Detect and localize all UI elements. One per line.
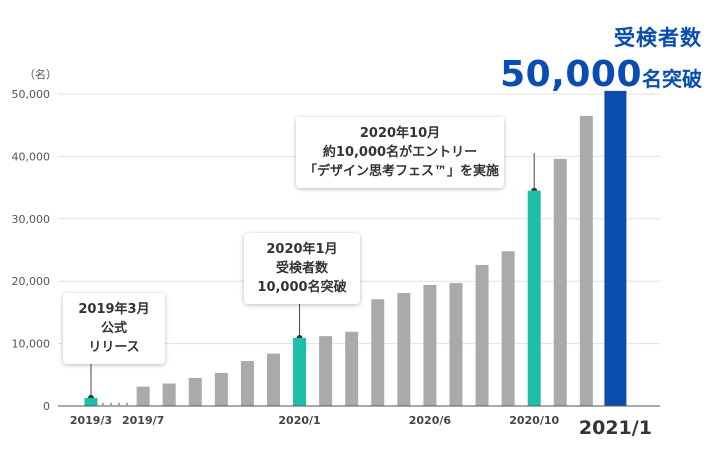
bar bbox=[214, 372, 228, 406]
bar bbox=[240, 361, 254, 406]
callout-design-fest: 2020年10月 約10,000名がエントリー 「デザイン思考フェス™」を実施 bbox=[296, 117, 504, 188]
gap-dot bbox=[117, 402, 121, 406]
bar bbox=[266, 353, 280, 406]
bar-highlight bbox=[527, 190, 541, 406]
x-label: 2019/7 bbox=[122, 414, 164, 427]
y-tick-label: 30,000 bbox=[12, 213, 51, 226]
gap-dot bbox=[101, 402, 105, 406]
x-label: 2020/1 bbox=[278, 414, 320, 427]
callout-line: 公式 bbox=[100, 321, 127, 336]
y-tick-label: 40,000 bbox=[12, 150, 51, 163]
x-axis-labels: 2019/3 2019/7 2020/1 2020/6 2020/10 2021/1 bbox=[70, 414, 652, 439]
bar bbox=[188, 377, 202, 406]
callout-line: 10,000名突破 bbox=[257, 280, 347, 295]
bars bbox=[84, 90, 627, 406]
timeline-gap-dots bbox=[101, 402, 129, 406]
bar bbox=[397, 293, 411, 406]
callout-line: 「デザイン思考フェス™」を実施 bbox=[304, 164, 500, 179]
bar bbox=[475, 264, 489, 406]
y-tick-label: 10,000 bbox=[12, 338, 51, 351]
bar bbox=[319, 336, 333, 406]
bar bbox=[371, 299, 385, 406]
callout-line: 2020年10月 bbox=[359, 126, 441, 141]
bar bbox=[162, 383, 176, 406]
callout-line: 2019年3月 bbox=[78, 302, 150, 317]
y-tick-label: 20,000 bbox=[12, 275, 51, 288]
gap-dot bbox=[109, 402, 113, 406]
bar bbox=[553, 158, 567, 406]
x-label-emphasis: 2021/1 bbox=[579, 417, 652, 439]
y-unit-label: （名） bbox=[24, 67, 57, 81]
bar bbox=[501, 251, 515, 406]
bar-final bbox=[604, 90, 627, 406]
bar-highlight bbox=[293, 337, 307, 406]
headline-number: 50,000 bbox=[500, 54, 642, 95]
bar bbox=[423, 284, 437, 406]
bar bbox=[579, 115, 593, 406]
bar bbox=[449, 283, 463, 406]
x-label: 2020/10 bbox=[509, 414, 559, 427]
y-axis-ticks: 0 10,000 20,000 30,000 40,000 50,000 bbox=[12, 88, 51, 413]
callout-line: 2020年1月 bbox=[266, 242, 338, 257]
callout-10000: 2020年1月 受検者数 10,000名突破 bbox=[244, 233, 360, 304]
x-label: 2020/6 bbox=[409, 414, 452, 427]
bar bbox=[136, 386, 150, 406]
callout-line: 受検者数 bbox=[275, 261, 328, 276]
headline: 受検者数 50,000名突破 bbox=[500, 22, 702, 95]
callout-line: 約10,000名がエントリー bbox=[322, 145, 478, 160]
headline-figure: 50,000名突破 bbox=[500, 54, 702, 95]
x-label: 2019/3 bbox=[70, 414, 112, 427]
bar bbox=[345, 331, 359, 406]
headline-title: 受検者数 bbox=[614, 26, 702, 50]
callout-line: リリース bbox=[88, 340, 140, 355]
gap-dot bbox=[125, 402, 129, 406]
y-tick-label: 50,000 bbox=[12, 88, 51, 101]
callout-release: 2019年3月 公式 リリース bbox=[63, 293, 165, 364]
headline-suffix: 名突破 bbox=[642, 67, 702, 91]
bar-highlight bbox=[84, 397, 98, 406]
y-tick-label: 0 bbox=[43, 400, 50, 413]
